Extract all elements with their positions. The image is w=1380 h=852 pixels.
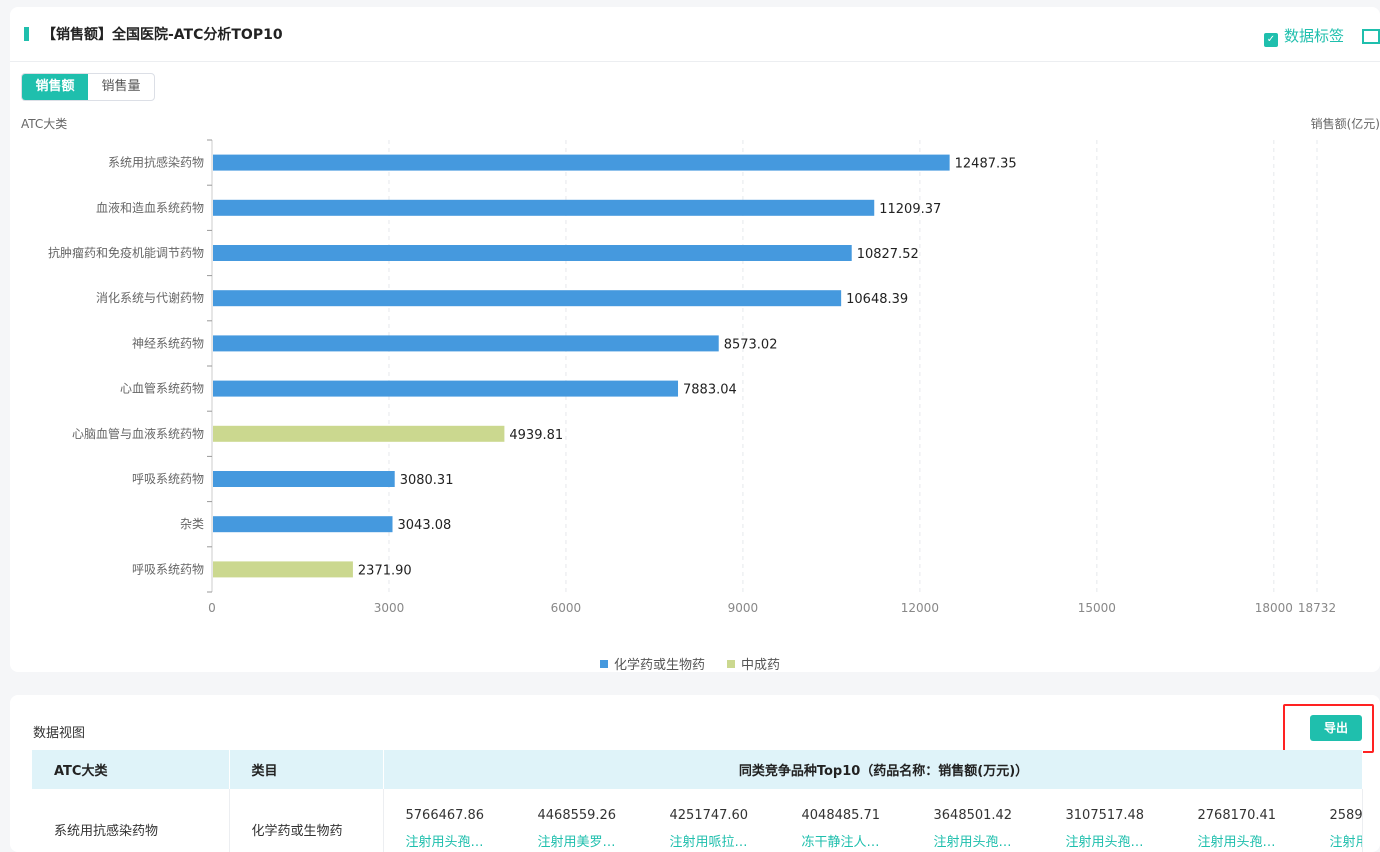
chart-card: 0 3000 6000 9000 12000 15000 18000 18732 系统用抗感染药… <box>10 7 1380 673</box>
y-category-label: 神经系统药物 <box>132 336 204 350</box>
x-tick-label: 18732 <box>1298 601 1336 615</box>
col-category: 类目 <box>229 750 384 789</box>
competitor-item: 3107517.48 注射用头孢… <box>1066 808 1198 850</box>
data-label: 3080.31 <box>400 473 454 488</box>
x-tick-label: 18000 <box>1255 601 1293 615</box>
bar <box>213 516 393 533</box>
metric-tabs: 销售额 销售量 <box>21 73 155 101</box>
competitor-item: 4251747.60 注射用哌拉… <box>670 808 802 850</box>
bar <box>213 561 353 578</box>
data-label: 12487.35 <box>955 157 1017 172</box>
col-atc: ATC大类 <box>32 750 230 789</box>
data-label-toggle[interactable]: ✓ 数据标签 <box>1263 25 1344 47</box>
competitor-item: 2768170.41 注射用头孢… <box>1198 808 1330 850</box>
bar <box>213 199 875 216</box>
checkbox-checked-icon: ✓ <box>1263 33 1278 47</box>
drug-name-link[interactable]: 注射用头孢… <box>405 835 484 850</box>
bar <box>213 471 395 487</box>
cell-atc: 系统用抗感染药物 <box>32 789 230 852</box>
export-button[interactable]: 导出 <box>1310 715 1362 741</box>
col-top10: 同类竞争品种Top10（药品名称：销售额(万元)） <box>383 750 1363 789</box>
x-tick-label: 15000 <box>1078 601 1116 615</box>
y-category-label: 抗肿瘤药和免疫机能调节药物 <box>48 245 204 260</box>
y-category-label: 杂类 <box>180 517 204 531</box>
title-accent <box>24 27 29 41</box>
sales-value: 3648501.42 <box>933 808 1013 823</box>
bar-chart: 0 3000 6000 9000 12000 15000 18000 18732 系统用抗感染药… <box>48 139 1336 615</box>
competitor-item: 2589 注射用 <box>1329 808 1362 850</box>
drug-name-link[interactable]: 注射用哌拉… <box>669 835 748 850</box>
data-label: 7883.04 <box>683 383 737 398</box>
data-label: 11209.37 <box>879 202 941 217</box>
sales-value: 3107517.48 <box>1065 808 1145 823</box>
data-view-title: 数据视图 <box>33 726 86 741</box>
drug-name-link[interactable]: 注射用头孢… <box>1197 835 1276 850</box>
y-category-label: 消化系统与代谢药物 <box>96 290 204 305</box>
sales-value: 4048485.71 <box>801 808 881 823</box>
data-label: 2371.90 <box>358 563 412 578</box>
drug-name-link[interactable]: 注射用头孢… <box>1065 835 1144 850</box>
save-image-icon[interactable] <box>1362 28 1380 44</box>
data-view-card: 数据视图 导出 ATC大类 类目 同类竞争品种Top10（药品名称：销售额(万元… <box>10 695 1380 852</box>
legend-item-tcm[interactable]: 中成药 <box>727 654 780 673</box>
legend-swatch <box>727 660 736 668</box>
y-category-label: 血液和造血系统药物 <box>96 200 204 215</box>
legend-item-chem[interactable]: 化学药或生物药 <box>600 654 705 673</box>
sales-value: 2589 <box>1329 808 1362 823</box>
data-label: 4939.81 <box>509 428 563 443</box>
drug-name-link[interactable]: 注射用头孢… <box>933 835 1012 850</box>
x-tick-label: 12000 <box>901 601 939 615</box>
sales-value: 4251747.60 <box>669 808 749 823</box>
data-table: ATC大类 类目 同类竞争品种Top10（药品名称：销售额(万元)） 系统用抗感… <box>32 750 1363 852</box>
drug-name-link[interactable]: 注射用 <box>1329 835 1362 850</box>
cell-top10: 5766467.86 注射用头孢… 4468559.26 注射用美罗… 4251747.… <box>383 789 1363 852</box>
data-label: 8573.02 <box>724 337 778 352</box>
x-tick-label: 6000 <box>551 601 582 615</box>
card-header: 【销售额】全国医院-ATC分析TOP10 ✓ 数据标签 <box>10 7 1380 62</box>
chart-tools: ✓ 数据标签 <box>1263 25 1380 47</box>
competitor-item: 5766467.86 注射用头孢… <box>406 808 538 850</box>
x-axis-title: 销售额(亿元) <box>1310 117 1380 131</box>
y-category-label: 心脑血管与血液系统药物 <box>72 426 204 441</box>
bar <box>213 154 950 171</box>
x-tick-label: 9000 <box>728 601 759 615</box>
bar <box>213 335 719 352</box>
legend-label: 化学药或生物药 <box>614 658 706 673</box>
competitor-item: 4468559.26 注射用美罗… <box>538 808 670 850</box>
competitor-item: 3648501.42 注射用头孢… <box>934 808 1066 850</box>
y-category-label: 呼吸系统药物 <box>132 472 204 486</box>
sales-value: 5766467.86 <box>405 808 485 823</box>
data-label: 10827.52 <box>857 247 919 262</box>
drug-name-link[interactable]: 注射用美罗… <box>537 835 616 850</box>
y-axis-title: ATC大类 <box>21 117 68 131</box>
sales-value: 2768170.41 <box>1197 808 1277 823</box>
legend: 化学药或生物药 中成药 <box>600 654 780 673</box>
bar <box>213 425 505 442</box>
y-category-label: 呼吸系统药物 <box>132 562 204 576</box>
sales-value: 4468559.26 <box>537 808 617 823</box>
data-label: 10648.39 <box>846 292 908 307</box>
bar <box>213 380 679 397</box>
tab-sales-amount[interactable]: 销售额 <box>22 74 88 100</box>
x-tick-label: 0 <box>208 601 216 615</box>
cell-category: 化学药或生物药 <box>229 789 384 852</box>
data-label: 3043.08 <box>398 518 452 533</box>
legend-swatch <box>600 660 608 668</box>
y-category-label: 心血管系统药物 <box>120 381 204 396</box>
y-category-label: 系统用抗感染药物 <box>108 155 204 170</box>
legend-label: 中成药 <box>741 658 781 673</box>
drug-name-link[interactable]: 冻干静注人… <box>801 835 880 850</box>
table-row: 系统用抗感染药物 化学药或生物药 5766467.86 注射用头孢… 4468559… <box>32 789 1363 852</box>
bar <box>213 290 842 307</box>
chart-title: 【销售额】全国医院-ATC分析TOP10 <box>42 27 283 43</box>
x-tick-label: 3000 <box>374 601 405 615</box>
bar <box>213 245 852 261</box>
competitor-item: 4048485.71 冻干静注人… <box>802 808 934 850</box>
tab-sales-volume[interactable]: 销售量 <box>101 79 141 94</box>
data-label-text: 数据标签 <box>1283 27 1344 45</box>
